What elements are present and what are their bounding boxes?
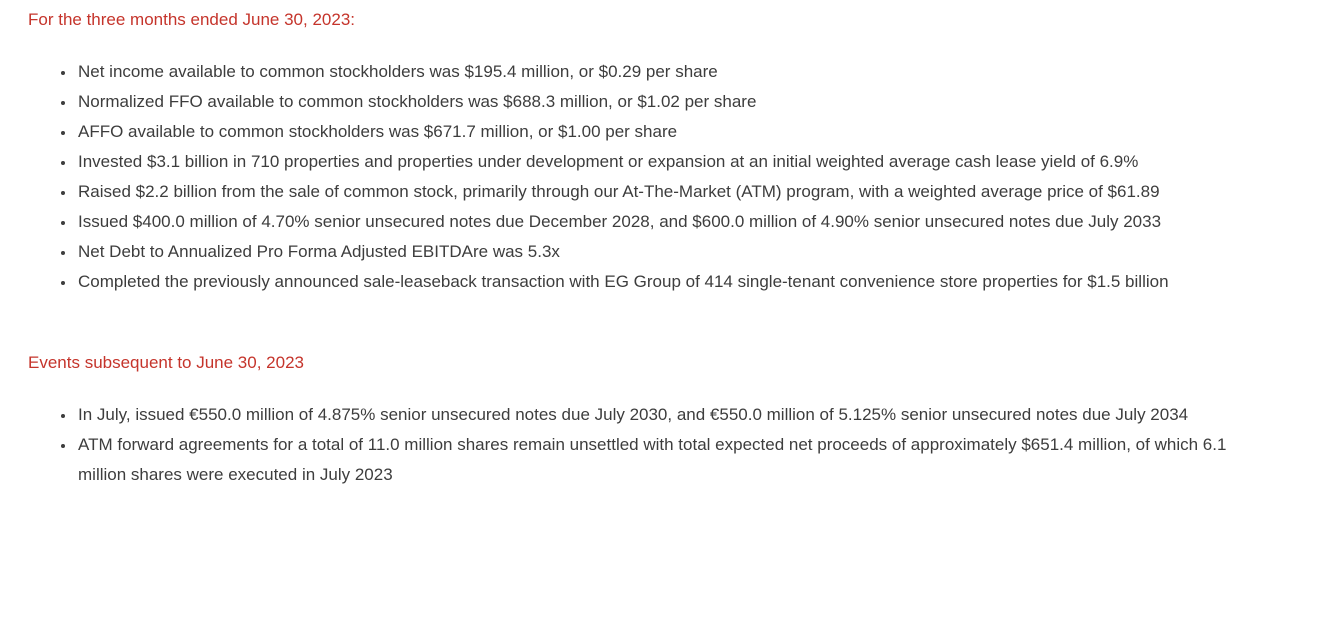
list-item: Invested $3.1 billion in 710 properties … — [76, 147, 1244, 177]
bullet-list-subsequent-events: In July, issued €550.0 million of 4.875%… — [28, 400, 1244, 490]
list-item: Issued $400.0 million of 4.70% senior un… — [76, 207, 1244, 237]
bullet-list-three-months: Net income available to common stockhold… — [28, 57, 1244, 297]
list-item: Net income available to common stockhold… — [76, 57, 1244, 87]
list-item: ATM forward agreements for a total of 11… — [76, 430, 1244, 490]
list-item: Completed the previously announced sale-… — [76, 267, 1244, 297]
list-item: In July, issued €550.0 million of 4.875%… — [76, 400, 1244, 430]
section-heading-subsequent-events: Events subsequent to June 30, 2023 — [28, 353, 304, 372]
list-item: Normalized FFO available to common stock… — [76, 87, 1244, 117]
list-item: Raised $2.2 billion from the sale of com… — [76, 177, 1244, 207]
section-heading-three-months: For the three months ended June 30, 2023… — [28, 10, 356, 29]
list-item: Net Debt to Annualized Pro Forma Adjuste… — [76, 237, 1244, 267]
list-item: AFFO available to common stockholders wa… — [76, 117, 1244, 147]
